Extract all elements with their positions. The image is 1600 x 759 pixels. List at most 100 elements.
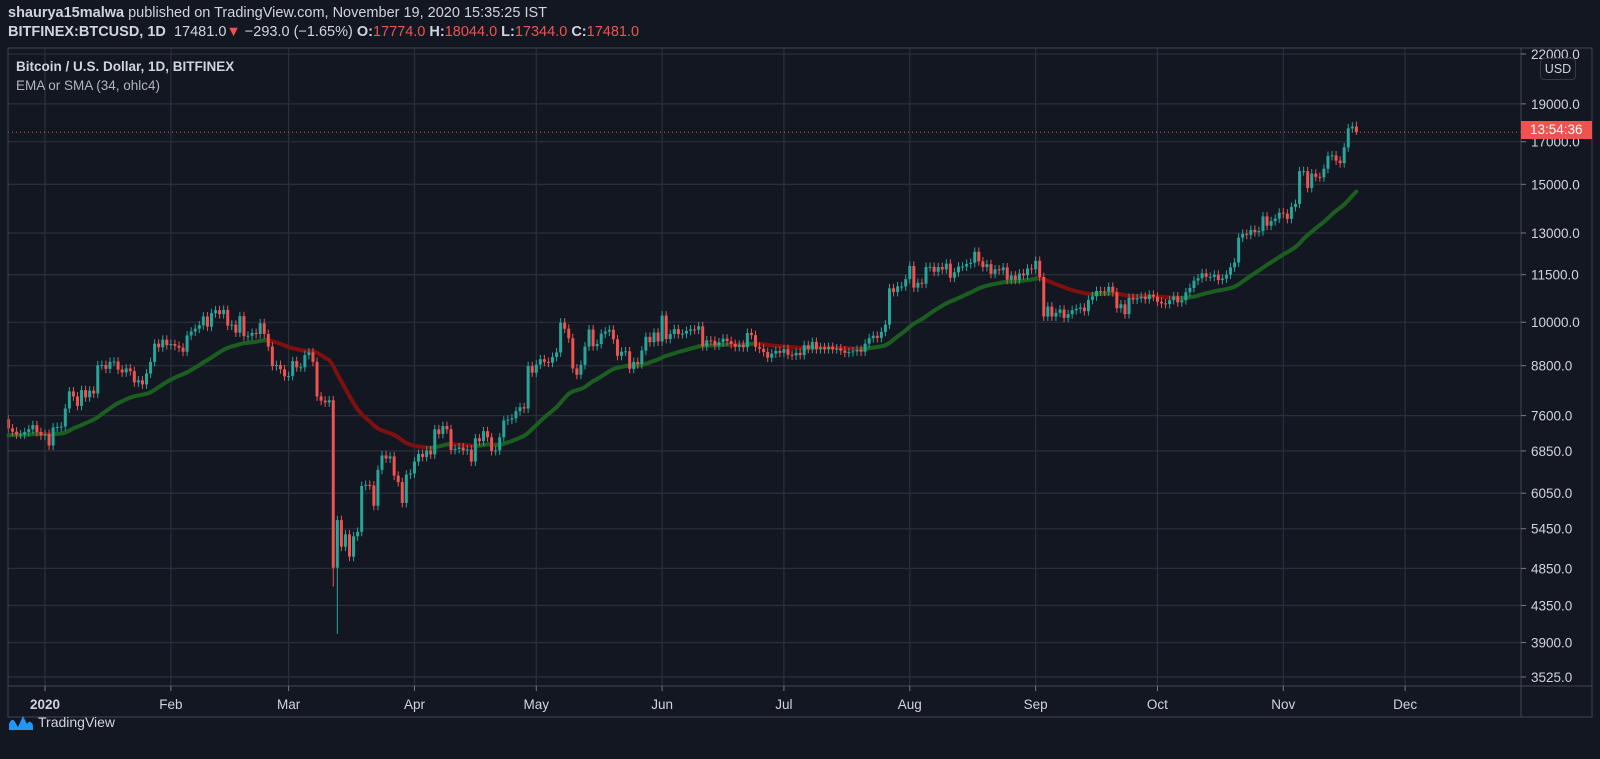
candle-body (1289, 207, 1293, 219)
symbol-legend[interactable]: Bitcoin / U.S. Dollar, 1D, BITFINEX (16, 59, 235, 74)
candle-body (1249, 229, 1253, 235)
candle-body (632, 361, 636, 369)
candle (453, 444, 457, 455)
candle-body (737, 344, 741, 347)
candle (169, 339, 173, 350)
candle-body (1127, 297, 1131, 315)
candle-body (116, 361, 120, 370)
candle-body (774, 350, 778, 354)
candle (327, 395, 331, 407)
candle (116, 357, 120, 375)
candle (494, 446, 498, 456)
candle-body (136, 380, 140, 383)
candle-body (506, 419, 510, 421)
candle-body (153, 343, 157, 362)
candle-body (254, 332, 258, 335)
candle-body (920, 282, 924, 284)
candle-body (311, 352, 315, 362)
candle (352, 531, 356, 562)
candle (1172, 291, 1176, 305)
candle-body (676, 329, 680, 335)
candle (437, 424, 441, 439)
candle (1277, 208, 1281, 224)
tradingview-logo[interactable]: TradingView (8, 713, 115, 731)
candle (875, 331, 879, 343)
candle (331, 395, 335, 587)
candle-body (80, 390, 84, 406)
candle-body (798, 352, 802, 356)
indicator-legend[interactable]: EMA or SMA (34, ohlc4) (16, 78, 161, 93)
candle (818, 342, 822, 354)
time-axis[interactable]: 2020 Feb Mar Apr May Jun Jul Aug Sep Oct Nov Dec (30, 686, 1417, 712)
candle (551, 352, 554, 368)
candle-body (957, 266, 960, 273)
candle-body (985, 264, 989, 268)
candle-body (128, 368, 132, 372)
author-name[interactable]: shaurya15malwa (8, 5, 125, 21)
candle-body (1115, 292, 1119, 309)
candle (1176, 291, 1180, 307)
candle-body (1338, 160, 1342, 164)
price-axis[interactable]: 22000.019000.017000.015000.013000.011500… (1521, 47, 1580, 685)
candle-body (392, 456, 396, 476)
candle (1030, 264, 1034, 274)
candle-body (274, 364, 278, 367)
ohlc-bar: BITFINEX:BTCUSD, 1D 17481.0▼ −293.0 (−1.… (8, 24, 639, 40)
candle (1285, 209, 1289, 224)
candle-body (323, 400, 327, 403)
candle-body (1001, 267, 1005, 271)
candle-body (790, 354, 794, 356)
candle-body (238, 316, 242, 333)
candle-body (100, 364, 104, 366)
candle (948, 259, 952, 283)
candle-body (810, 341, 814, 349)
candle-body (67, 391, 71, 409)
candle (124, 364, 128, 377)
candle-body (1277, 212, 1281, 219)
candle (19, 430, 23, 439)
candle (684, 326, 688, 339)
candle-body (372, 485, 376, 506)
candle (814, 337, 818, 354)
candle-body (762, 348, 766, 353)
candle (84, 385, 88, 402)
candle-body (205, 316, 209, 327)
price-tick-label: 3525.0 (1531, 670, 1572, 685)
publish-info: shaurya15malwa published on TradingView.… (8, 5, 547, 21)
candle (469, 445, 473, 466)
candle (96, 360, 100, 398)
currency-badge[interactable]: USD (1540, 58, 1576, 80)
candle (112, 357, 116, 367)
time-tick-label: 2020 (30, 697, 60, 712)
candle (1034, 256, 1038, 274)
candle-body (977, 251, 981, 262)
candle-body (173, 344, 177, 346)
candle (1155, 292, 1159, 307)
candle (1151, 290, 1155, 302)
candle-body (189, 331, 193, 336)
candle-body (620, 351, 624, 356)
close-label: C: (571, 24, 587, 40)
candle (611, 325, 615, 344)
candle-body (193, 328, 197, 332)
candle (153, 339, 157, 367)
candle-body (721, 338, 725, 343)
candle (1208, 272, 1212, 282)
candle (709, 336, 713, 346)
candle (502, 416, 506, 442)
candle-body (201, 316, 205, 326)
candle-body (1253, 229, 1257, 233)
candle (1021, 269, 1025, 280)
candle (591, 325, 595, 351)
time-tick-label: Dec (1393, 697, 1417, 712)
candle-body (607, 329, 611, 332)
candle-body (1334, 155, 1338, 161)
candle-body (883, 324, 887, 332)
candle-body (534, 364, 538, 373)
candle-body (165, 339, 169, 346)
candle (510, 413, 514, 425)
price-tick-label: 5450.0 (1531, 522, 1572, 537)
candle-body (1200, 273, 1204, 279)
candle (417, 449, 421, 466)
